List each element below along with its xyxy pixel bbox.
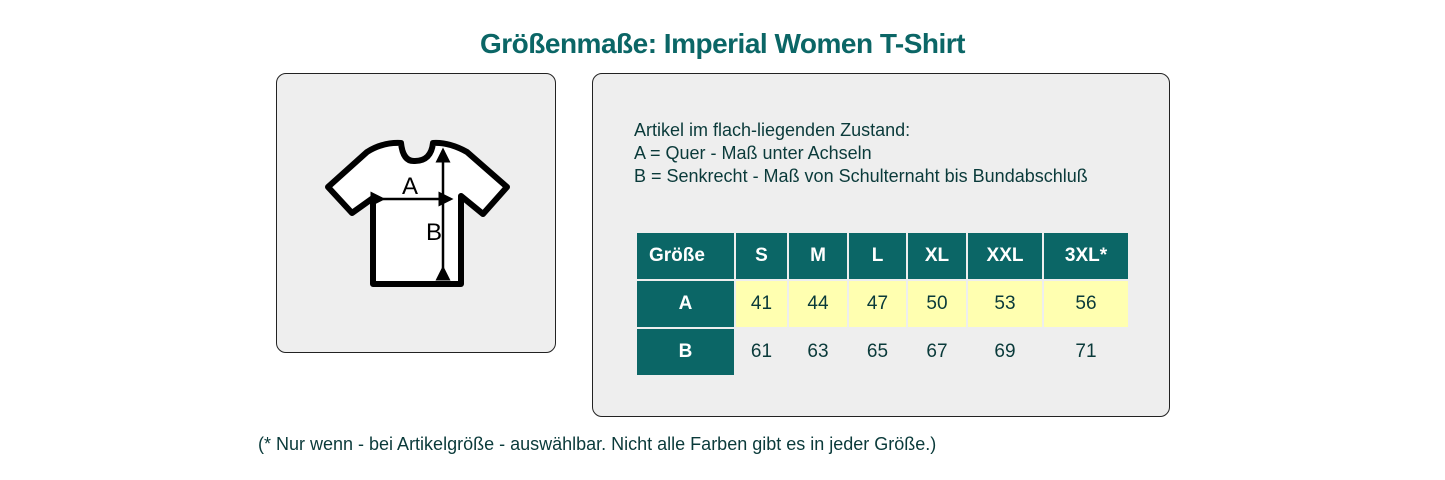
tshirt-diagram-panel: A B <box>276 73 556 353</box>
footnote: (* Nur wenn - bei Artikelgröße - auswähl… <box>258 434 937 454</box>
header-l: L <box>849 233 906 279</box>
header-3xl: 3XL* <box>1044 233 1128 279</box>
description-line: A = Quer - Maß unter Achseln <box>634 143 872 163</box>
cell: 53 <box>968 281 1042 327</box>
row-label: B <box>637 329 734 375</box>
cell: 50 <box>908 281 966 327</box>
header-m: M <box>789 233 847 279</box>
description-line: B = Senkrecht - Maß von Schulternaht bis… <box>634 166 1088 186</box>
cell: 56 <box>1044 281 1128 327</box>
label-b: B <box>426 219 442 246</box>
table-row: B 61 63 65 67 69 71 <box>637 329 1128 375</box>
label-a: A <box>402 173 418 200</box>
table-row: A 41 44 47 50 53 56 <box>637 281 1128 327</box>
cell: 61 <box>750 341 773 362</box>
size-table: Größe S M L XL XXL 3XL* A 41 44 47 50 53… <box>635 231 1130 377</box>
cell: 65 <box>866 341 889 362</box>
cell: 44 <box>789 281 847 327</box>
header-xxl: XXL <box>968 233 1042 279</box>
cell: 63 <box>807 341 829 362</box>
header-size: Größe <box>637 233 734 279</box>
header-xl: XL <box>908 233 966 279</box>
row-label: A <box>637 281 734 327</box>
description-line: Artikel im flach-liegenden Zustand: <box>634 120 911 140</box>
measurement-description: Artikel im flach-liegenden Zustand: A = … <box>634 119 1088 188</box>
cell: 69 <box>994 341 1016 362</box>
table-header-row: Größe S M L XL XXL 3XL* <box>637 233 1128 279</box>
page-title: Größenmaße: Imperial Women T-Shirt <box>479 28 966 59</box>
cell: 47 <box>849 281 906 327</box>
cell: 67 <box>926 341 948 362</box>
header-s: S <box>736 233 787 279</box>
cell: 71 <box>1075 341 1097 362</box>
size-info-panel: Artikel im flach-liegenden Zustand: A = … <box>592 73 1170 417</box>
tshirt-icon: A B <box>325 139 510 287</box>
cell: 41 <box>736 281 787 327</box>
